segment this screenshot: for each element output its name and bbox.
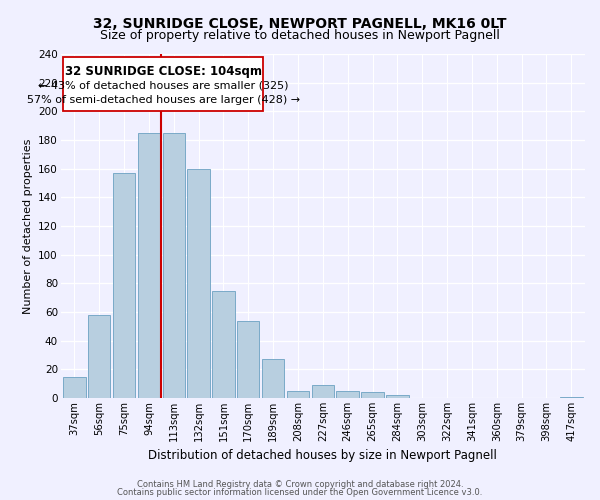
- FancyBboxPatch shape: [63, 57, 263, 112]
- Bar: [262, 360, 284, 398]
- Text: ← 43% of detached houses are smaller (325): ← 43% of detached houses are smaller (32…: [38, 80, 289, 90]
- Bar: [63, 376, 86, 398]
- Bar: [386, 395, 409, 398]
- Bar: [187, 168, 210, 398]
- Text: Size of property relative to detached houses in Newport Pagnell: Size of property relative to detached ho…: [100, 29, 500, 42]
- Bar: [212, 290, 235, 398]
- Bar: [237, 320, 259, 398]
- Bar: [113, 173, 135, 398]
- Text: 32, SUNRIDGE CLOSE, NEWPORT PAGNELL, MK16 0LT: 32, SUNRIDGE CLOSE, NEWPORT PAGNELL, MK1…: [93, 18, 507, 32]
- X-axis label: Distribution of detached houses by size in Newport Pagnell: Distribution of detached houses by size …: [148, 450, 497, 462]
- Text: 57% of semi-detached houses are larger (428) →: 57% of semi-detached houses are larger (…: [26, 95, 300, 105]
- Bar: [88, 315, 110, 398]
- Text: Contains HM Land Registry data © Crown copyright and database right 2024.: Contains HM Land Registry data © Crown c…: [137, 480, 463, 489]
- Bar: [287, 391, 309, 398]
- Bar: [163, 133, 185, 398]
- Bar: [337, 391, 359, 398]
- Bar: [560, 396, 583, 398]
- Text: Contains public sector information licensed under the Open Government Licence v3: Contains public sector information licen…: [118, 488, 482, 497]
- Text: 32 SUNRIDGE CLOSE: 104sqm: 32 SUNRIDGE CLOSE: 104sqm: [65, 64, 262, 78]
- Bar: [361, 392, 384, 398]
- Bar: [137, 133, 160, 398]
- Y-axis label: Number of detached properties: Number of detached properties: [23, 138, 32, 314]
- Bar: [311, 385, 334, 398]
